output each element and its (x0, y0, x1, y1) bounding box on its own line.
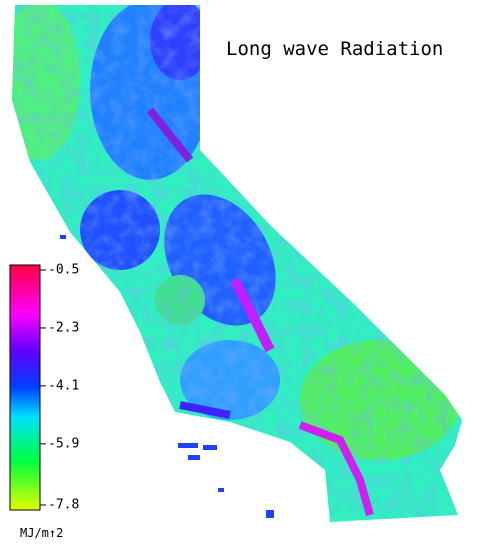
colorbar-tick-label: -4.1 (48, 378, 79, 393)
colorbar-tick-label: -2.3 (48, 320, 79, 335)
colorbar-ticks: -0.5 -2.3 -4.1 -5.9 -7.8 (40, 263, 79, 513)
colorbar-tick-label: -7.8 (48, 498, 79, 513)
colorbar (9, 264, 41, 511)
map-title: Long wave Radiation (226, 38, 443, 60)
colorbar-tick-label: -0.5 (48, 263, 79, 278)
islands (60, 235, 274, 518)
colorbar-tick-label: -5.9 (48, 436, 79, 451)
colorbar-unit: MJ/m↑2 (20, 526, 63, 540)
